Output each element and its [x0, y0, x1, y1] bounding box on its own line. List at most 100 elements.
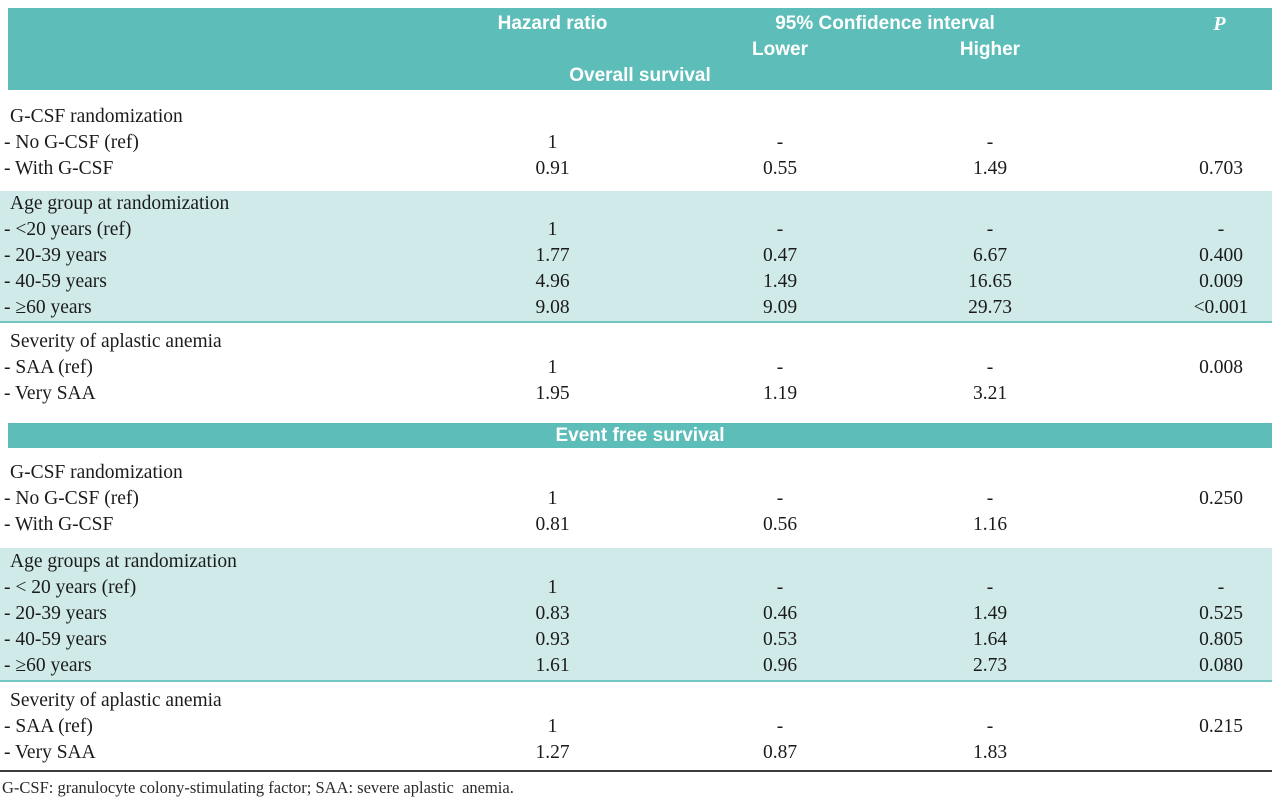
p-value [1095, 191, 1272, 217]
footer-rule [0, 770, 1272, 772]
ci-higher-value: - [986, 357, 994, 378]
p-value: 0.703 [1199, 158, 1243, 179]
p-value [1095, 381, 1272, 407]
p-value: 0.215 [1199, 716, 1243, 737]
row-label: Severity of aplastic anemia [10, 331, 222, 352]
section-title-event-free-survival: Event free survival [8, 423, 1272, 448]
ci-lower-value [675, 329, 885, 355]
row-label: - 40-59 years [4, 271, 107, 292]
p-value: 0.525 [1199, 603, 1243, 624]
table-section-os-age: Age group at randomization - <20 years (r… [0, 191, 1272, 323]
group-header-row: G-CSF randomization [0, 104, 1272, 130]
hr-value: 1 [547, 357, 558, 378]
hr-value [430, 688, 675, 714]
ci-lower-value: 1.49 [762, 271, 798, 292]
section-title-overall-survival: Overall survival [569, 65, 711, 86]
ci-lower-value [675, 191, 885, 217]
row-label: Age group at randomization [10, 193, 230, 214]
ci-lower-value: 0.47 [762, 245, 798, 266]
ci-lower-value: 9.09 [762, 297, 798, 318]
row-label: - With G-CSF [4, 158, 114, 179]
ci-lower-value: - [776, 219, 784, 240]
ci-higher-value: 1.64 [972, 629, 1008, 650]
p-value: 0.400 [1199, 245, 1243, 266]
hr-value: 0.91 [535, 158, 570, 179]
hr-value: 1.61 [535, 655, 570, 676]
group-header-row: Severity of aplastic anemia [0, 329, 1272, 355]
group-header-row: Severity of aplastic anemia [0, 688, 1272, 714]
ci-lower-value: - [776, 577, 784, 598]
event-free-survival-body: G-CSF randomization - No G-CSF (ref) 1 - - 0.… [0, 448, 1280, 770]
p-value: 0.009 [1199, 271, 1243, 292]
hr-value [430, 329, 675, 355]
row-label: - With G-CSF [4, 514, 114, 535]
table-row: - Very SAA 1.95 1.19 3.21 [0, 381, 1272, 407]
table-footnote: G-CSF: granulocyte colony-stimulating fa… [2, 778, 514, 797]
row-label: - <20 years (ref) [4, 219, 132, 240]
row-label: - 20-39 years [4, 245, 107, 266]
column-header-confidence-interval: 95% Confidence interval [775, 13, 995, 34]
table-row: - <20 years (ref) 1 - - - [0, 217, 1272, 243]
table-row: - SAA (ref) 1 - - 0.215 [0, 714, 1272, 740]
hr-value: 1.27 [535, 742, 570, 763]
table-row: - 20-39 years 1.77 0.47 6.67 0.400 [0, 243, 1272, 269]
p-value: <0.001 [1193, 297, 1249, 318]
table-section-efs-severity: Severity of aplastic anemia - SAA (ref) 1-… [0, 682, 1272, 770]
p-value [1095, 130, 1272, 156]
ci-higher-value: 1.83 [972, 742, 1008, 763]
p-value [1095, 329, 1272, 355]
column-header-higher: Higher [959, 39, 1021, 60]
row-label: Severity of aplastic anemia [10, 690, 222, 711]
p-value [1095, 512, 1272, 538]
hr-value: 0.83 [535, 603, 570, 624]
table-section-efs-age: Age groups at randomization - < 20 years … [0, 548, 1272, 682]
row-label: - ≥60 years [4, 655, 92, 676]
ci-higher-value [885, 104, 1095, 130]
column-header-hazard-ratio: Hazard ratio [497, 13, 608, 34]
ci-higher-value: 2.73 [972, 655, 1008, 676]
row-label: G-CSF randomization [10, 462, 183, 483]
table-row: - < 20 years (ref) 1 - - - [0, 575, 1272, 601]
hr-value: 1 [547, 577, 558, 598]
table-row: - 40-59 years 4.96 1.49 16.65 0.009 [0, 269, 1272, 295]
ci-lower-value: 0.87 [762, 742, 798, 763]
ci-lower-value: 1.19 [762, 383, 798, 404]
hr-value: 0.93 [535, 629, 570, 650]
hr-value: 4.96 [535, 271, 570, 292]
ci-lower-value: - [776, 488, 784, 509]
row-label: - No G-CSF (ref) [4, 488, 139, 509]
p-value [1095, 104, 1272, 130]
ci-higher-value: - [986, 716, 994, 737]
ci-higher-value: 1.16 [972, 514, 1008, 535]
table-row: - ≥60 years 9.08 9.09 29.73 <0.001 [0, 295, 1272, 321]
row-label: - Very SAA [4, 383, 96, 404]
p-value: 0.080 [1199, 655, 1243, 676]
hr-value: 1 [547, 716, 558, 737]
table-row: - With G-CSF 0.81 0.56 1.16 [0, 512, 1272, 538]
ci-higher-value: 3.21 [972, 383, 1008, 404]
table-section-os-gcsf: G-CSF randomization - No G-CSF (ref) 1- - - … [0, 95, 1272, 191]
hr-value: 1 [547, 132, 558, 153]
row-label: - 20-39 years [4, 603, 107, 624]
table-row: - 40-59 years 0.93 0.53 1.64 0.805 [0, 627, 1272, 653]
row-label: - Very SAA [4, 742, 96, 763]
table-header-band: Hazard ratio 95% Confidence interval P L… [8, 8, 1272, 90]
ci-lower-value: 0.96 [762, 655, 798, 676]
ci-lower-value: 0.53 [762, 629, 798, 650]
p-value: 0.250 [1199, 488, 1243, 509]
hr-value [430, 549, 675, 575]
ci-higher-value: 16.65 [968, 271, 1012, 292]
p-value: - [1217, 577, 1225, 598]
ci-higher-value: - [986, 488, 994, 509]
hr-value: 9.08 [535, 297, 570, 318]
p-value: - [1217, 219, 1225, 240]
column-header-lower: Lower [752, 39, 808, 60]
ci-higher-value: - [986, 219, 994, 240]
p-value [1095, 460, 1272, 486]
ci-higher-value: 1.49 [972, 603, 1008, 624]
ci-lower-value [675, 104, 885, 130]
group-header-row: Age group at randomization [0, 191, 1272, 217]
row-label: - 40-59 years [4, 629, 107, 650]
ci-higher-value: 29.73 [968, 297, 1012, 318]
